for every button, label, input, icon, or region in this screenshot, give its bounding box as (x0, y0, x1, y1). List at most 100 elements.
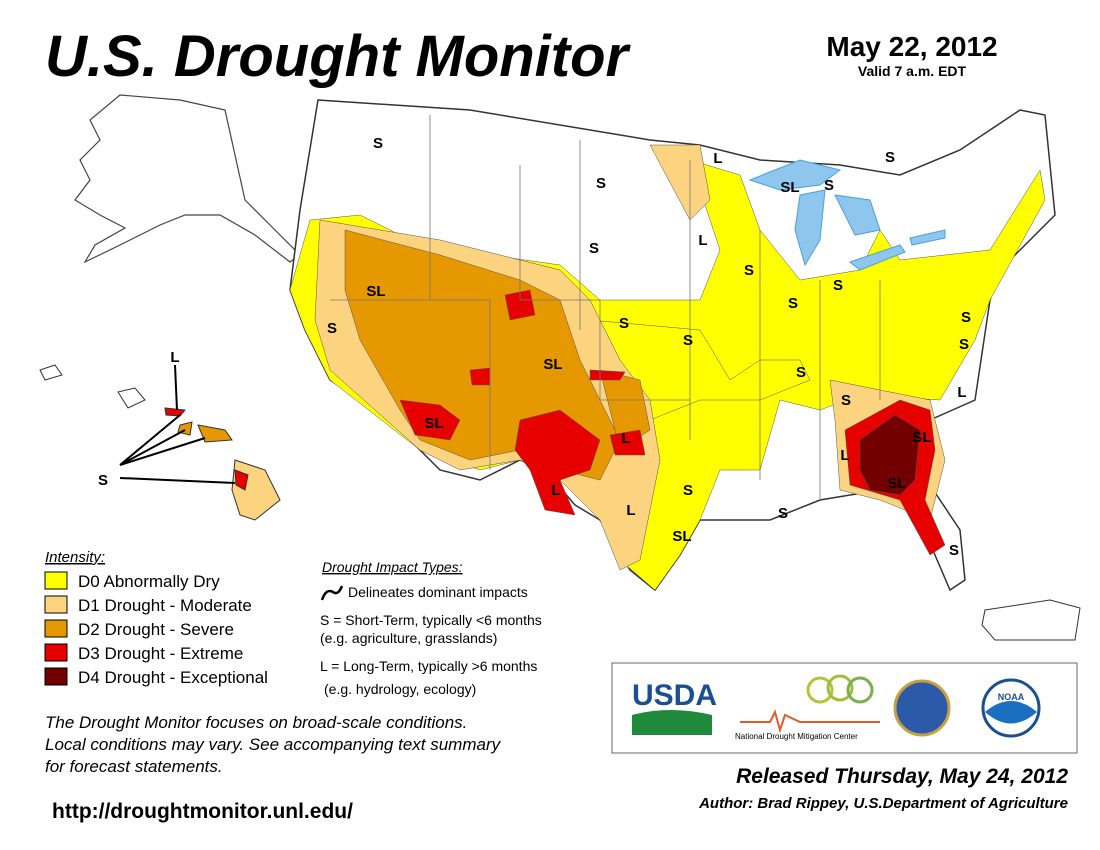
impact-label: S (683, 332, 693, 349)
drought-area (599, 369, 651, 451)
island (234, 469, 249, 491)
alaska (74, 94, 301, 264)
impact-label: S (778, 505, 788, 522)
lake-michigan (794, 189, 826, 267)
noaa-logo: NOAA (998, 692, 1025, 702)
impact-label: S (885, 149, 895, 166)
state-borders (330, 115, 881, 500)
impact-label: S (327, 320, 337, 337)
usda-logo: USDA (632, 679, 717, 712)
title: U.S. Drought Monitor (45, 24, 632, 89)
legend: D0 Abnormally Dry D1 Drought - Moderate D2… (44, 571, 268, 687)
impact-label: S (959, 336, 969, 353)
drought-area (589, 369, 626, 381)
impact-label: S (98, 472, 108, 489)
note-line: Local conditions may vary. See accompany… (45, 735, 502, 754)
impact-label: S (961, 309, 971, 326)
island (39, 364, 63, 381)
impact-label: S (589, 240, 599, 257)
impact-label: S (596, 175, 606, 192)
url[interactable]: http://droughtmonitor.unl.edu/ (52, 800, 353, 823)
date: May 22, 2012 (826, 31, 997, 62)
legend-swatch (44, 571, 68, 590)
impact-label: S (833, 277, 843, 294)
drought-areas (289, 115, 1046, 591)
impact-text: (e.g. agriculture, grasslands) (320, 630, 497, 646)
impact-label: SL (780, 179, 799, 196)
impact-line-symbol (320, 585, 344, 601)
impact-title: Drought Impact Types: (322, 559, 463, 575)
legend-label: D2 Drought - Severe (78, 620, 234, 639)
impact-label: L (957, 384, 966, 401)
lake-huron (834, 194, 881, 236)
impact-label: SL (672, 528, 691, 545)
legend-swatch (44, 619, 68, 638)
drought-area (504, 289, 536, 321)
impact-label: S (619, 315, 629, 332)
impact-label: L (698, 232, 707, 249)
legend-label: D1 Drought - Moderate (78, 596, 252, 615)
usda-hills (632, 710, 712, 735)
drought-area (469, 367, 491, 386)
island (164, 407, 186, 417)
impact-label: S (373, 135, 383, 152)
puerto-rico (981, 599, 1081, 641)
pointer (119, 364, 236, 484)
lake-ontario (909, 229, 946, 246)
lake-superior (748, 159, 842, 191)
impact-label: S (796, 364, 806, 381)
drought-area (859, 414, 921, 496)
impact-label: SL (366, 283, 385, 300)
note-line: The Drought Monitor focuses on broad-sca… (45, 713, 467, 732)
impact-text: L = Long-Term, typically >6 months (320, 658, 537, 674)
impact-label: S (788, 295, 798, 312)
impact-label: L (621, 430, 630, 447)
great-lakes (748, 159, 946, 271)
island (197, 424, 233, 443)
drought-area (399, 399, 461, 441)
released: Released Thursday, May 24, 2012 (736, 765, 1068, 788)
legend-swatch (44, 643, 68, 662)
impact-text: (e.g. hydrology, ecology) (324, 681, 476, 697)
impact-label: S (824, 177, 834, 194)
impact-label: SL (543, 356, 562, 373)
impact-list: Delineates dominant impacts S = Short-Ter… (320, 584, 542, 697)
impact-label: L (626, 502, 635, 519)
island (231, 459, 281, 521)
lake-erie (848, 244, 906, 271)
impact-label: L (551, 482, 560, 499)
impact-label: S (683, 482, 693, 499)
impact-label: SL (887, 475, 906, 492)
impact-label: L (170, 349, 179, 366)
legend-swatch (44, 667, 68, 686)
ndmc-logo: National Drought Mitigation Center (735, 732, 858, 741)
drought-area (514, 409, 601, 516)
impact-label: L (713, 150, 722, 167)
impact-text: S = Short-Term, typically <6 months (320, 612, 542, 628)
hawaii (39, 364, 281, 521)
legend-title: Intensity: (45, 549, 105, 566)
drought-area (609, 429, 646, 456)
note: The Drought Monitor focuses on broad-sca… (45, 713, 502, 776)
ndmc-trees (740, 674, 880, 734)
legend-swatch (44, 595, 68, 614)
doc-seal (893, 679, 951, 737)
impact-label: S (841, 392, 851, 409)
legend-label: D4 Drought - Exceptional (78, 668, 268, 687)
island (117, 387, 146, 409)
impact-label: S (744, 262, 754, 279)
valid-time: Valid 7 a.m. EDT (858, 63, 967, 79)
impact-text: Delineates dominant impacts (348, 584, 528, 600)
impact-label: SL (912, 429, 931, 446)
drought-area (649, 144, 711, 221)
noaa-wave (985, 701, 1037, 724)
impact-label: S (949, 542, 959, 559)
note-line: for forecast statements. (45, 757, 223, 776)
legend-label: D0 Abnormally Dry (78, 572, 220, 591)
impact-label: SL (424, 415, 443, 432)
impact-label: L (840, 447, 849, 464)
legend-label: D3 Drought - Extreme (78, 644, 243, 663)
